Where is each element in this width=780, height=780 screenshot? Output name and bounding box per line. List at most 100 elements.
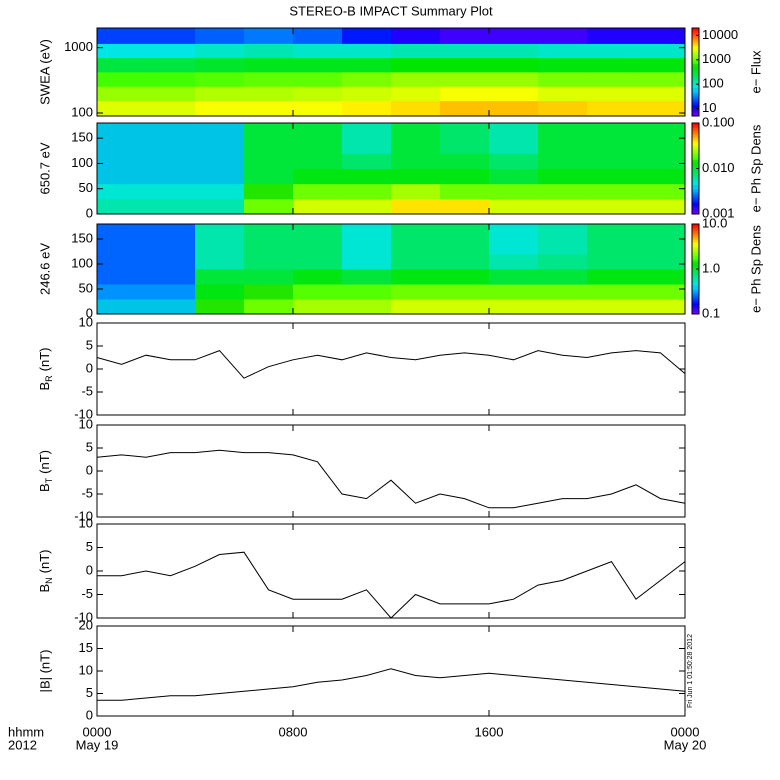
panel: 0 5 10 15 20 0000 0800 1600 0000 |B| (nT) [37,617,699,739]
heatmap-cell [636,153,686,169]
heatmap-cell [391,299,441,315]
heatmap-cell [440,284,490,300]
x-tick-label: 0800 [279,724,308,739]
colorbar-step [692,248,699,252]
heatmap-cell [146,138,196,154]
heatmap-cell [146,224,196,240]
heatmap-cell [293,153,343,169]
heatmap-cell [244,28,294,44]
panel: 10 100 1000 10000 e− Flux 100 1000 SWEA (eV) [37,27,763,120]
panel: -10 -5 0 5 10 BN (nT) [37,515,686,624]
colorbar-step [692,193,699,197]
colorbar-step [692,287,699,290]
y-tick-label: 10 [79,314,93,329]
heatmap-cell [293,224,343,240]
colorbar-step [692,278,699,281]
heatmap-cell [342,100,392,117]
colorbar-step [692,30,699,33]
heatmap-cell [97,153,147,169]
colorbar-label: e− Ph Sp Dens [748,225,763,313]
heatmap-cell [391,168,441,185]
colorbar-frame [691,27,700,117]
heatmap-cell [146,183,196,200]
heatmap-cell [489,71,539,87]
heatmap-cell [342,284,392,300]
y-axis-label: BN (nT) [37,549,54,592]
heatmap-cell [342,183,392,200]
y-tick-label: -10 [74,508,93,523]
colorbar-step [692,257,699,261]
x-tick-label: 0000 [83,724,112,739]
heatmap-cell [587,254,637,270]
heatmap-cell [440,153,490,169]
heatmap-cell [342,86,392,102]
heatmap-cell [440,71,490,87]
colorbar-step [692,207,699,210]
colorbar-step [692,85,699,88]
colorbar-step [692,244,699,247]
colorbar-step [692,125,699,129]
colorbar-step [692,284,699,288]
colorbar-step [692,87,699,91]
heatmap-cell [391,269,441,285]
heatmap-cell [391,198,441,215]
colorbar-step [692,36,699,40]
heatmap-cell [342,239,392,255]
colorbar-step [692,141,699,144]
heatmap-cell [440,299,490,315]
colorbar-step [692,195,699,199]
heatmap-cell [440,28,490,44]
colorbar-label: e− Ph Sp Dens [748,124,763,212]
panel-frame [96,625,686,717]
heatmap-cell [636,168,686,185]
heatmap-cell [146,168,196,185]
heatmap-cell [293,123,343,139]
heatmap-cell [636,239,686,255]
colorbar-step [692,309,699,313]
heatmap-cell [489,284,539,300]
heatmap-cell [244,299,294,315]
heatmap-cell [538,100,588,117]
heatmap-cell [587,71,637,87]
x-tick-label: 1600 [475,724,504,739]
y-axis-label: |B| (nT) [37,650,52,693]
colorbar-step [692,161,699,165]
heatmap-cell [244,269,294,285]
heatmap-cell [489,123,539,139]
heatmap-cell [195,138,245,154]
heatmap-cell [489,183,539,200]
colorbar-tick-label: 0.001 [702,205,735,220]
heatmap-cell [244,153,294,169]
heatmap-cell [489,57,539,73]
colorbar-step [692,282,699,286]
heatmap-cell [636,43,686,59]
heatmap-cell [538,43,588,59]
heatmap-cell [391,224,441,240]
heatmap-cell [440,100,490,117]
heatmap-cell [146,123,196,139]
heatmap-cell [342,168,392,185]
heatmap-cell [440,198,490,215]
heatmap-cell [342,299,392,315]
heatmap-cell [97,299,147,315]
heatmap-cell [587,299,637,315]
colorbar-step [692,211,699,215]
y-tick-label: 5 [86,439,93,454]
colorbar-step [692,32,699,36]
heatmap-cell [146,28,196,44]
heatmap-cell [195,153,245,169]
heatmap-cell [342,43,392,59]
colorbar-step [692,251,699,254]
colorbar-step [692,152,699,156]
heatmap-cell [195,57,245,73]
y-axis-label: 246.6 eV [37,243,52,295]
y-tick-label: 5 [86,539,93,554]
heatmap-cell [489,28,539,44]
colorbar-step [692,150,699,154]
colorbar-step [692,166,699,169]
colorbar-step [692,184,699,188]
panel-frame [96,424,686,518]
panel: 0.001 0.010 0.100 e− Ph Sp Dens 0 50 100 150 650… [37,114,763,220]
heatmap-cell [538,28,588,44]
colorbar-step [692,145,699,149]
